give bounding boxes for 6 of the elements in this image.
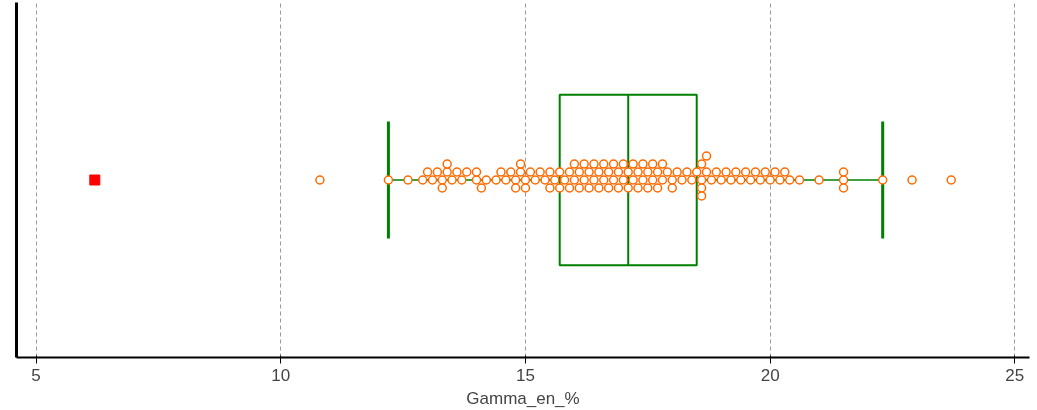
x-tick-label: 5 [31, 365, 41, 385]
x-tick-label: 25 [1005, 365, 1025, 385]
x-tick-label: 20 [760, 365, 780, 385]
x-axis-title: Gamma_en_% [466, 388, 580, 408]
x-tick-label: 10 [271, 365, 291, 385]
x-tick-label: 15 [515, 365, 535, 385]
